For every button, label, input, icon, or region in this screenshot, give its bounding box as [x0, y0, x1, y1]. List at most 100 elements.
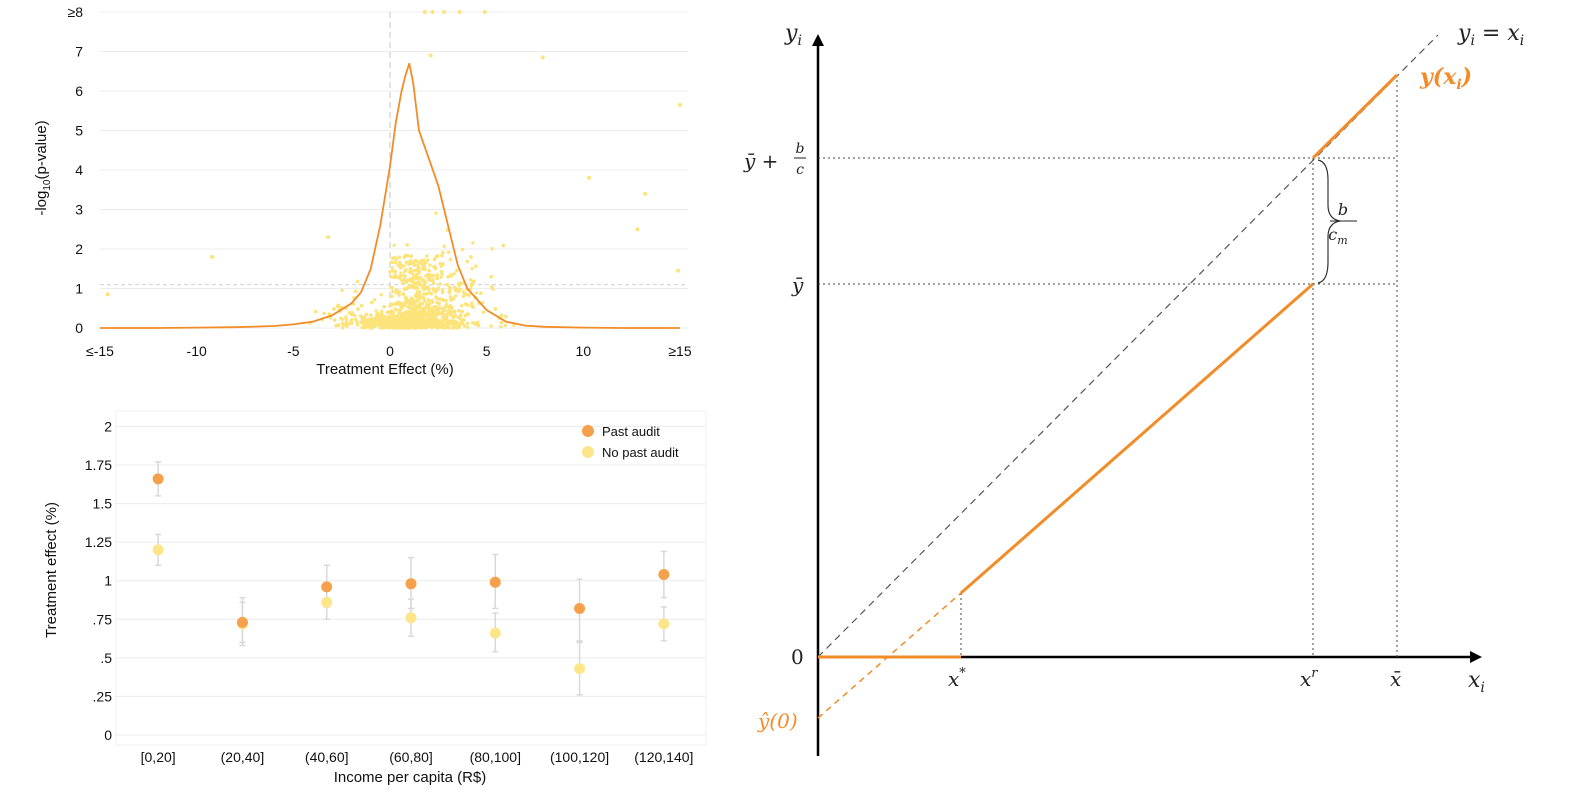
volcano-point: [501, 243, 505, 248]
volcano-point: [393, 269, 398, 274]
volcano-point: [472, 279, 476, 283]
volcano-point: [401, 292, 406, 296]
volcano-point: [445, 316, 449, 320]
volcano-point: [434, 296, 439, 300]
volcano-point: [415, 318, 420, 323]
point-past-audit: [321, 581, 333, 593]
volcano-point: [445, 283, 449, 287]
volcano-point: [362, 322, 366, 326]
volcano-point: [406, 320, 410, 324]
volcano-y-tick-label: ≥8: [68, 4, 84, 20]
y-tick-yhat0: ŷ(0): [757, 709, 798, 733]
volcano-point: [455, 326, 459, 330]
volcano-point: [425, 254, 429, 258]
volcano-outlier-point: [635, 227, 640, 232]
volcano-point: [421, 267, 425, 271]
volcano-point: [391, 289, 395, 294]
volcano-point: [499, 320, 504, 325]
volcano-plot: 0 1 2 3 4 5 6 7 ≥8 ≤-15 -10 -5 0 5 10 ≥15 Treatment Ef…: [33, 4, 692, 378]
volcano-point: [434, 320, 438, 324]
volcano-point: [466, 321, 470, 326]
income-y-tick-label: .5: [100, 650, 112, 666]
svg-text:c: c: [796, 162, 804, 178]
income-y-tick-label: .75: [93, 611, 113, 627]
volcano-point: [481, 310, 486, 314]
volcano-point: [403, 322, 407, 326]
volcano-point: [400, 325, 404, 329]
volcano-point: [423, 280, 428, 285]
volcano-point: [398, 266, 403, 270]
volcano-point: [380, 323, 384, 327]
volcano-point: [386, 322, 390, 326]
point-past-audit: [574, 602, 586, 614]
volcano-point: [408, 269, 412, 274]
volcano-point: [447, 290, 451, 295]
volcano-point: [512, 323, 516, 328]
volcano-point: [489, 324, 493, 328]
volcano-point: [416, 277, 420, 281]
volcano-point: [437, 301, 441, 306]
volcano-point: [418, 313, 422, 317]
volcano-point: [408, 317, 412, 321]
volcano-point: [422, 292, 426, 296]
volcano-point: [426, 258, 430, 262]
volcano-point: [370, 300, 374, 305]
volcano-point: [410, 296, 414, 301]
volcano-point: [436, 326, 440, 330]
x-tick-x-bar: x̄: [1390, 667, 1401, 691]
volcano-point: [375, 313, 379, 317]
volcano-point: [442, 308, 446, 313]
volcano-point: [377, 323, 381, 327]
volcano-point: [425, 304, 430, 308]
volcano-outlier-point: [326, 235, 331, 240]
volcano-point: [457, 316, 462, 320]
volcano-x-tick-label: -10: [187, 343, 207, 359]
legend-label-past-audit: Past audit: [602, 424, 660, 439]
volcano-point: [503, 323, 507, 328]
volcano-point: [418, 316, 422, 320]
volcano-point: [391, 302, 395, 307]
volcano-point: [422, 296, 426, 300]
volcano-point: [452, 296, 456, 301]
volcano-point: [420, 316, 425, 320]
volcano-point: [390, 275, 394, 279]
volcano-point: [393, 260, 398, 265]
volcano-point: [395, 308, 399, 312]
point-past-audit: [489, 576, 501, 588]
volcano-point: [388, 325, 393, 329]
volcano-point: [452, 285, 457, 289]
volcano-point: [404, 280, 408, 285]
volcano-point: [403, 274, 407, 278]
volcano-x-tick-label: ≥15: [668, 343, 691, 359]
point-past-audit: [658, 569, 670, 581]
legend-marker-no-past-audit: [582, 446, 594, 458]
volcano-point: [411, 312, 415, 317]
curve-extrapolation: [817, 592, 962, 719]
volcano-point: [444, 299, 448, 303]
point-past-audit: [236, 616, 248, 628]
volcano-point: [474, 321, 478, 326]
volcano-outlier-point: [676, 268, 681, 273]
volcano-point: [332, 307, 336, 311]
volcano-point: [434, 305, 438, 309]
income-y-tick-label: .25: [93, 688, 113, 704]
svg-text:b: b: [796, 141, 805, 157]
volcano-point: [352, 313, 357, 318]
volcano-point: [412, 274, 416, 278]
volcano-point: [460, 281, 464, 285]
volcano-point: [428, 310, 433, 315]
volcano-point: [341, 321, 345, 325]
volcano-outlier-point: [105, 292, 110, 297]
volcano-point: [462, 324, 467, 328]
volcano-point: [442, 244, 446, 248]
volcano-point: [456, 289, 460, 294]
volcano-point: [431, 278, 435, 282]
volcano-point: [426, 277, 431, 281]
volcano-point: [493, 307, 498, 311]
volcano-x-tick-label: 0: [386, 343, 394, 359]
volcano-outlier-point: [430, 10, 435, 14]
volcano-point: [463, 313, 467, 318]
volcano-point: [490, 285, 494, 289]
volcano-point: [405, 243, 409, 247]
income-y-tick-label: 0: [104, 727, 112, 743]
